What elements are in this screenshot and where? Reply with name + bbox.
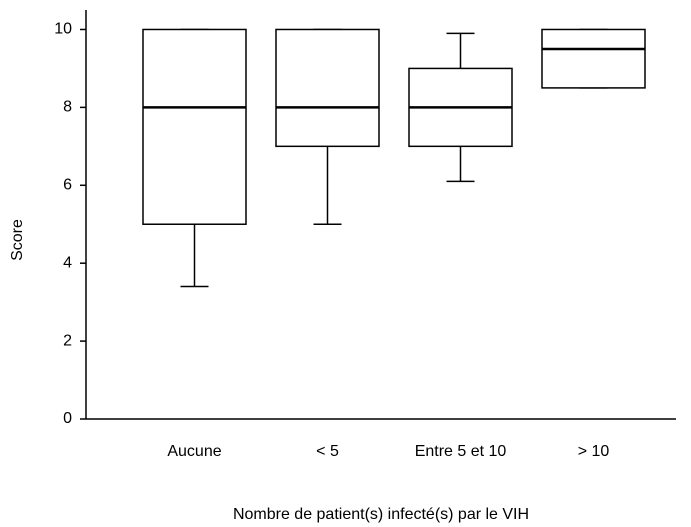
x-axis-title: Nombre de patient(s) infecté(s) par le V… (233, 506, 529, 523)
x-tick-label: Entre 5 et 10 (415, 443, 507, 460)
y-tick-label: 0 (63, 410, 72, 427)
y-tick-label: 8 (63, 99, 72, 116)
y-tick-label: 10 (54, 21, 72, 38)
y-tick-label: 6 (63, 177, 72, 194)
y-axis-title: Score (9, 219, 26, 261)
x-tick-label: < 5 (316, 443, 339, 460)
y-tick-label: 2 (63, 332, 72, 349)
y-tick-label: 4 (63, 254, 72, 271)
x-tick-label: Aucune (167, 443, 221, 460)
box (275, 28, 380, 148)
x-tick-label: > 10 (578, 443, 610, 460)
box (142, 28, 247, 225)
box (541, 28, 646, 89)
